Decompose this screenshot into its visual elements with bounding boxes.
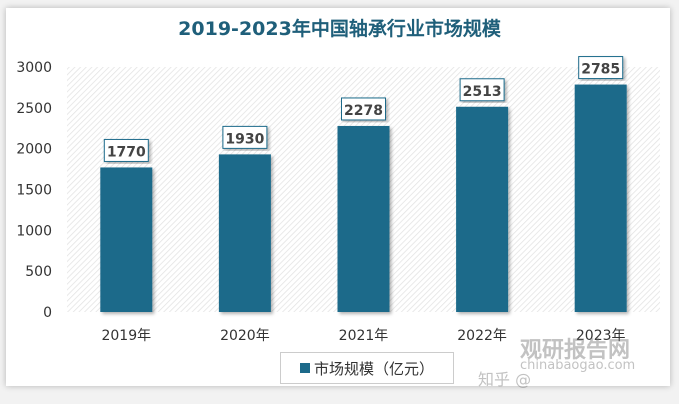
data-label-box: [578, 56, 624, 80]
watermark-url: chinabaogao.com: [520, 358, 636, 373]
y-tick-label: 1500: [16, 183, 52, 199]
data-label-box: [459, 78, 505, 102]
watermark-brand: 观研报告网: [520, 338, 631, 363]
x-tick-label: 2023年: [576, 328, 626, 344]
chart-title: 2019-2023年中国轴承行业市场规模: [178, 18, 501, 40]
x-tick-label: 2020年: [220, 328, 270, 344]
data-label: 2785: [581, 62, 620, 78]
bar: [218, 154, 271, 312]
y-tick-label: 2500: [16, 101, 52, 117]
legend-label: 市场规模（亿元）: [313, 359, 434, 378]
legend-swatch: [299, 363, 310, 373]
bar: [100, 167, 153, 312]
data-label-box: [103, 138, 149, 162]
data-label: 2513: [463, 84, 502, 100]
x-tick-label: 2021年: [339, 328, 389, 344]
y-tick-label: 0: [43, 305, 52, 321]
legend: 市场规模（亿元）: [280, 352, 454, 384]
data-label: 1930: [225, 131, 264, 147]
bar: [574, 84, 627, 312]
data-label: 1770: [107, 144, 146, 160]
bar: [337, 125, 390, 312]
watermark-zhihu: 知乎 @: [478, 370, 532, 389]
bar: [456, 106, 509, 312]
data-label-box: [222, 125, 268, 149]
y-tick-label: 2000: [16, 142, 52, 158]
x-tick-label: 2022年: [457, 328, 507, 344]
data-label-box: [341, 97, 386, 121]
y-tick-label: 3000: [16, 60, 52, 76]
y-tick-label: 1000: [16, 223, 52, 239]
data-label: 2278: [344, 103, 383, 119]
y-tick-label: 500: [25, 264, 52, 280]
x-tick-label: 2019年: [101, 328, 151, 344]
